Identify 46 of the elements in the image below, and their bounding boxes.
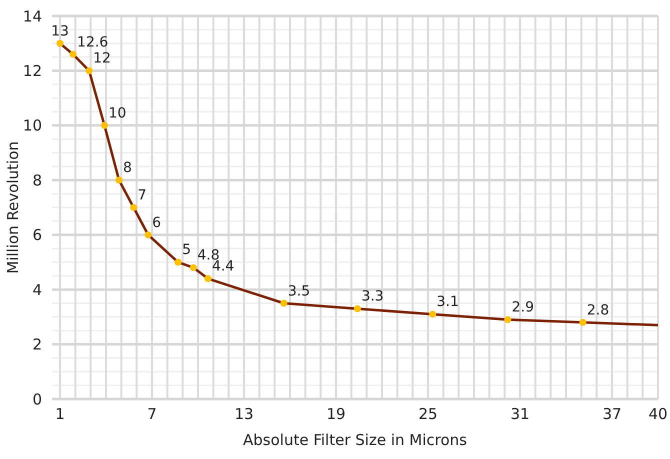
point	[190, 264, 197, 272]
data-label: 2.9	[512, 300, 534, 316]
point	[100, 122, 108, 129]
data-label: 7	[138, 188, 147, 204]
point	[56, 40, 64, 47]
data-label: 10	[108, 105, 126, 122]
data-label: 3.3	[361, 288, 384, 305]
data-label: 13	[51, 23, 69, 40]
data-label: 5	[182, 242, 191, 258]
x-axis-title: Absolute Filter Size in Microns	[243, 431, 468, 449]
point	[504, 316, 512, 324]
point	[130, 204, 138, 211]
point	[429, 310, 436, 318]
data-label: 12	[93, 50, 111, 67]
point	[579, 318, 586, 326]
x-tick-label: 37	[602, 405, 622, 423]
data-label: 3.1	[436, 294, 459, 310]
y-axis-title: Million Revolution	[4, 141, 22, 274]
data-label: 12.6	[77, 34, 108, 50]
x-tick-label: 13	[234, 405, 254, 423]
data-label: 2.8	[586, 302, 610, 318]
x-tick-label: 19	[326, 405, 346, 423]
point	[116, 176, 123, 184]
point	[354, 305, 361, 312]
y-tick-label: 10	[22, 116, 42, 135]
x-tick-label: 7	[147, 405, 157, 423]
y-tick-label: 14	[22, 7, 42, 26]
x-tick-label: 40	[648, 405, 668, 423]
y-tick-label: 0	[32, 390, 42, 408]
x-tick-label: 31	[510, 405, 530, 423]
point	[174, 258, 182, 266]
data-label: 3.5	[288, 283, 310, 300]
data-label: 6	[152, 214, 162, 231]
point	[144, 231, 152, 238]
point	[280, 300, 288, 307]
y-tick-label: 12	[22, 62, 42, 80]
point	[204, 275, 212, 282]
x-tick-label: 1	[55, 405, 65, 423]
y-tick-label: 4	[32, 280, 42, 299]
data-label: 8	[123, 160, 132, 176]
point	[86, 67, 93, 74]
y-tick-label: 6	[32, 226, 42, 244]
y-tick-label: 2	[32, 336, 42, 354]
y-tick-label: 8	[32, 171, 42, 190]
x-tick-label: 25	[418, 405, 438, 423]
point	[70, 50, 77, 58]
